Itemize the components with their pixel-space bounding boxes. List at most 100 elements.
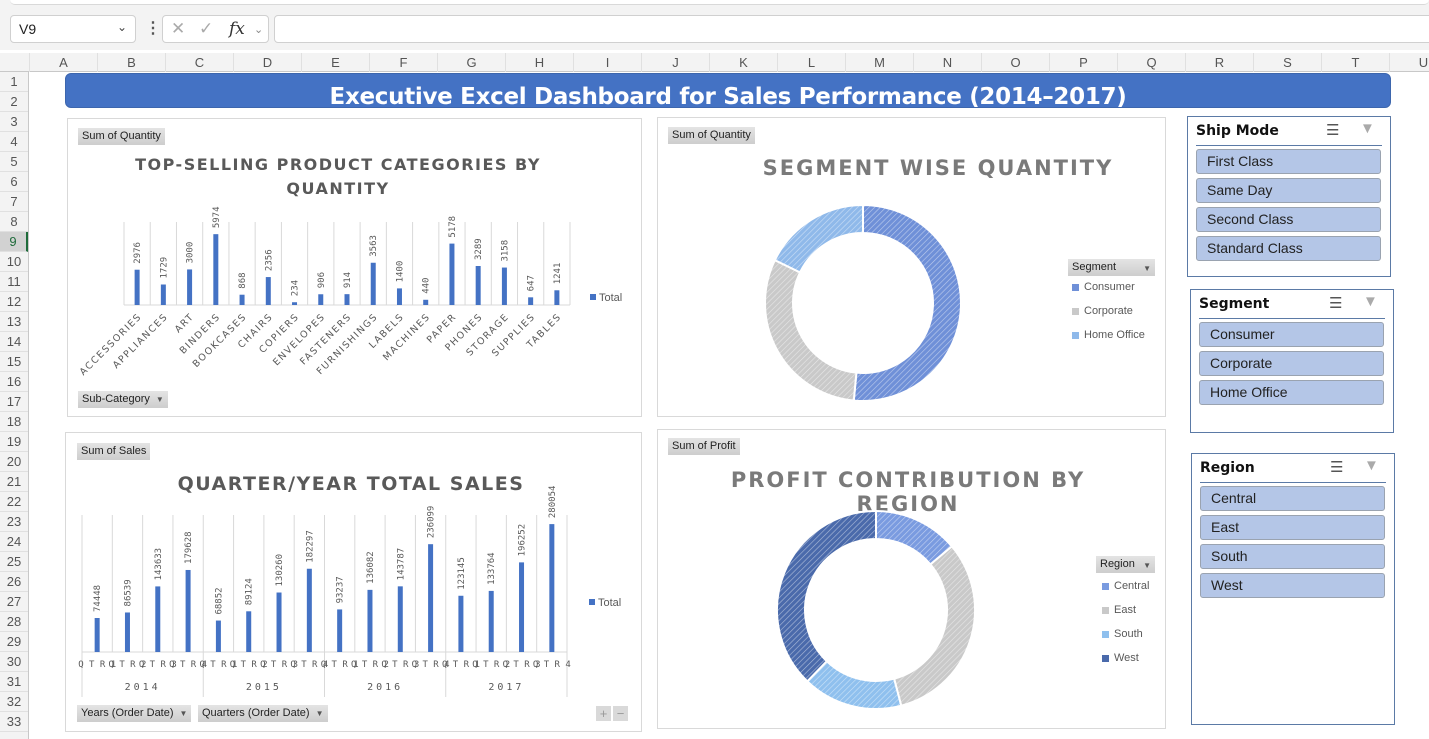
column-header[interactable]: O xyxy=(981,53,1049,72)
slicer-item[interactable]: Central xyxy=(1200,486,1385,511)
formula-input[interactable] xyxy=(274,15,1429,43)
row-header[interactable]: 19 xyxy=(0,432,28,452)
chart-panel-quarterly-sales[interactable]: Sum of Sales QUARTER/YEAR TOTAL SALES 74… xyxy=(65,432,642,732)
dropdown-arrow-icon[interactable]: ▼ xyxy=(1143,561,1151,570)
column-header[interactable]: G xyxy=(437,53,505,72)
slicer-item[interactable]: West xyxy=(1200,573,1385,598)
more-options-icon[interactable]: ⋮ xyxy=(145,20,161,37)
row-header[interactable]: 1 xyxy=(0,72,28,92)
chevron-down-icon[interactable]: ⌄ xyxy=(116,20,127,34)
expand-field-button[interactable]: + xyxy=(596,706,611,721)
row-header[interactable]: 29 xyxy=(0,632,28,652)
column-header[interactable]: C xyxy=(165,53,233,72)
value-field-button[interactable]: Sum of Profit xyxy=(668,438,740,455)
column-header[interactable]: B xyxy=(97,53,165,72)
column-header[interactable]: I xyxy=(573,53,641,72)
column-header[interactable]: S xyxy=(1253,53,1321,72)
row-header[interactable]: 23 xyxy=(0,512,28,532)
name-box[interactable]: V9 ⌄ xyxy=(10,15,136,43)
dropdown-arrow-icon[interactable]: ▼ xyxy=(155,395,164,404)
slicer-item[interactable]: South xyxy=(1200,544,1385,569)
clear-filter-icon[interactable]: ▼ xyxy=(1360,120,1375,137)
quarters-field-button[interactable]: Quarters (Order Date) ▼ xyxy=(198,705,328,722)
slicer-item[interactable]: First Class xyxy=(1196,149,1381,174)
slicer-item[interactable]: Same Day xyxy=(1196,178,1381,203)
axis-field-button[interactable]: Sub-Category ▼ xyxy=(78,391,168,408)
column-header[interactable]: P xyxy=(1049,53,1117,72)
row-header[interactable]: 24 xyxy=(0,532,28,552)
slicer-item[interactable]: Home Office xyxy=(1199,380,1384,405)
bar xyxy=(554,290,560,305)
row-header[interactable]: 4 xyxy=(0,132,28,152)
clear-filter-icon[interactable]: ▼ xyxy=(1363,293,1378,310)
row-header[interactable]: 9 xyxy=(0,232,28,252)
column-header[interactable]: F xyxy=(369,53,437,72)
row-header[interactable]: 21 xyxy=(0,472,28,492)
row-header[interactable]: 3 xyxy=(0,112,28,132)
row-header[interactable]: 13 xyxy=(0,312,28,332)
slicer-item[interactable]: East xyxy=(1200,515,1385,540)
row-header[interactable]: 8 xyxy=(0,212,28,232)
row-header[interactable]: 31 xyxy=(0,672,28,692)
collapse-field-button[interactable]: − xyxy=(613,706,628,721)
column-header[interactable]: U xyxy=(1389,53,1429,72)
slicer-item[interactable]: Standard Class xyxy=(1196,236,1381,261)
slicer-item[interactable]: Corporate xyxy=(1199,351,1384,376)
insert-function-icon[interactable]: fx xyxy=(229,19,245,39)
row-header[interactable]: 25 xyxy=(0,552,28,572)
row-header[interactable]: 17 xyxy=(0,392,28,412)
dropdown-arrow-icon[interactable]: ▼ xyxy=(179,709,188,718)
column-header[interactable]: E xyxy=(301,53,369,72)
legend-field-button[interactable]: Segment ▼ xyxy=(1068,259,1155,276)
chevron-down-icon[interactable]: ⌄ xyxy=(254,24,264,36)
chart-panel-quantity-by-subcategory[interactable]: Sum of Quantity TOP-SELLING PRODUCT CATE… xyxy=(67,118,642,417)
slicer-item[interactable]: Consumer xyxy=(1199,322,1384,347)
column-header[interactable]: Q xyxy=(1117,53,1185,72)
row-header[interactable]: 18 xyxy=(0,412,28,432)
row-header[interactable]: 32 xyxy=(0,692,28,712)
multi-select-icon[interactable]: ☰ xyxy=(1329,295,1343,312)
column-header[interactable]: R xyxy=(1185,53,1253,72)
row-header[interactable]: 27 xyxy=(0,592,28,612)
row-header[interactable]: 20 xyxy=(0,452,28,472)
column-header[interactable]: H xyxy=(505,53,573,72)
row-header[interactable]: 26 xyxy=(0,572,28,592)
column-header[interactable]: L xyxy=(777,53,845,72)
column-header[interactable]: N xyxy=(913,53,981,72)
row-header[interactable]: 33 xyxy=(0,712,28,732)
value-field-button[interactable]: Sum of Sales xyxy=(77,443,151,460)
row-header[interactable]: 5 xyxy=(0,152,28,172)
row-header[interactable]: 30 xyxy=(0,652,28,672)
chart-panel-segment-quantity[interactable]: Sum of Quantity SEGMENT WISE QUANTITY Se… xyxy=(657,117,1166,417)
slicer-item[interactable]: Second Class xyxy=(1196,207,1381,232)
value-field-button[interactable]: Sum of Quantity xyxy=(78,128,165,145)
column-header[interactable]: A xyxy=(29,53,97,72)
row-header[interactable]: 6 xyxy=(0,172,28,192)
column-header[interactable]: K xyxy=(709,53,777,72)
dropdown-arrow-icon[interactable]: ▼ xyxy=(1143,264,1151,273)
multi-select-icon[interactable]: ☰ xyxy=(1326,122,1340,139)
row-header[interactable]: 28 xyxy=(0,612,28,632)
column-header[interactable]: T xyxy=(1321,53,1389,72)
row-header[interactable]: 22 xyxy=(0,492,28,512)
clear-filter-icon[interactable]: ▼ xyxy=(1364,457,1379,474)
dropdown-arrow-icon[interactable]: ▼ xyxy=(315,709,324,718)
row-header[interactable]: 2 xyxy=(0,92,28,112)
legend-field-button[interactable]: Region ▼ xyxy=(1096,556,1155,573)
row-header[interactable]: 16 xyxy=(0,372,28,392)
row-header[interactable]: 11 xyxy=(0,272,28,292)
row-header[interactable]: 14 xyxy=(0,332,28,352)
enter-icon[interactable]: ✓ xyxy=(199,19,214,38)
cancel-icon[interactable]: ✕ xyxy=(171,19,186,38)
row-header[interactable]: 12 xyxy=(0,292,28,312)
column-header[interactable]: M xyxy=(845,53,913,72)
chart-panel-region-profit[interactable]: Sum of Profit PROFIT CONTRIBUTION BY REG… xyxy=(657,429,1166,729)
row-header[interactable]: 7 xyxy=(0,192,28,212)
row-header[interactable]: 15 xyxy=(0,352,28,372)
column-header[interactable]: D xyxy=(233,53,301,72)
multi-select-icon[interactable]: ☰ xyxy=(1330,459,1344,476)
value-field-button[interactable]: Sum of Quantity xyxy=(668,127,755,144)
years-field-button[interactable]: Years (Order Date) ▼ xyxy=(77,705,192,722)
row-header[interactable]: 10 xyxy=(0,252,28,272)
column-header[interactable]: J xyxy=(641,53,709,72)
